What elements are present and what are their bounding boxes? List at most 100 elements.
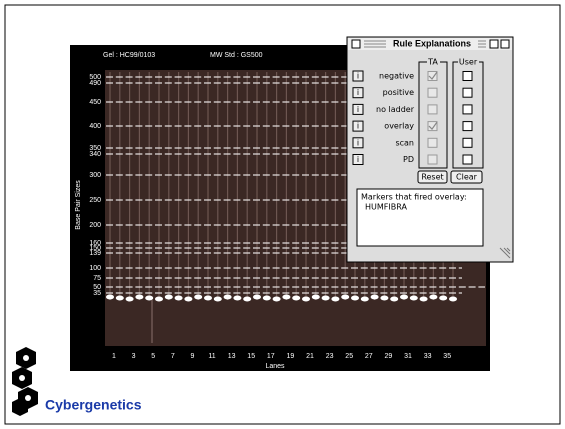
blob xyxy=(370,294,379,300)
blob xyxy=(253,294,261,300)
ta-check xyxy=(428,71,438,80)
info-button[interactable] xyxy=(352,154,364,165)
mw-std: MW Std : GS500 xyxy=(210,52,263,59)
y-label: 200 xyxy=(89,222,101,229)
user-checkbox[interactable] xyxy=(462,87,473,98)
blob xyxy=(135,294,144,300)
x-label: 1 xyxy=(112,353,116,360)
rule-label: no ladder xyxy=(376,105,415,114)
ta-checkbox xyxy=(427,87,438,98)
y-label: 340 xyxy=(89,151,101,158)
info-button[interactable] xyxy=(352,87,364,99)
blob xyxy=(429,294,438,300)
blob xyxy=(115,295,124,301)
info-label: i xyxy=(357,122,359,131)
info-button[interactable] xyxy=(352,137,364,149)
message-line: Markers that fired overlay: xyxy=(361,193,467,202)
blob xyxy=(439,295,448,301)
blob xyxy=(106,294,114,300)
blob xyxy=(204,295,212,301)
blob xyxy=(194,294,203,300)
x-label: 33 xyxy=(424,353,432,360)
y-label: 50 xyxy=(93,284,101,291)
x-label: 23 xyxy=(326,353,334,360)
x-label: 5 xyxy=(151,353,155,360)
blob xyxy=(145,295,154,301)
blob xyxy=(174,295,183,301)
info-label: i xyxy=(357,138,359,147)
blob xyxy=(262,295,271,301)
zoom-box[interactable] xyxy=(489,39,499,49)
collapse-box[interactable] xyxy=(500,39,510,49)
message-line: HUMFIBRA xyxy=(365,203,407,212)
blob xyxy=(184,296,193,302)
y-label: 75 xyxy=(93,275,101,282)
user-checkbox[interactable] xyxy=(462,121,473,132)
y-label: 150 xyxy=(89,245,101,252)
rule-label: PD xyxy=(403,155,414,164)
rule-label: scan xyxy=(395,138,414,147)
x-label: 35 xyxy=(443,353,451,360)
blob xyxy=(243,296,252,302)
reset-label: Reset xyxy=(421,173,443,182)
blob xyxy=(400,294,408,300)
gel-label: Gel : HC99/0103 xyxy=(103,52,155,59)
user-checkbox[interactable] xyxy=(462,154,473,165)
clear-button[interactable] xyxy=(450,170,483,184)
blob xyxy=(331,296,340,302)
blob xyxy=(233,295,242,301)
x-label: 3 xyxy=(132,353,136,360)
grow-box[interactable] xyxy=(499,247,511,259)
y-label: 250 xyxy=(89,197,101,204)
y-label: 350 xyxy=(89,145,101,152)
dialog: Rule Explanations TA User Reset Clear i n… xyxy=(346,36,514,263)
x-label: 11 xyxy=(208,353,215,360)
blob xyxy=(292,295,301,301)
blob xyxy=(213,296,222,302)
y-label: 450 xyxy=(89,99,101,106)
blob xyxy=(419,296,428,302)
blob xyxy=(449,296,457,302)
y-label: 300 xyxy=(89,172,101,179)
y-axis-title: Base Pair Sizes xyxy=(75,180,82,230)
x-label: 25 xyxy=(345,353,353,360)
close-box[interactable] xyxy=(351,39,361,49)
y-label: 139 xyxy=(89,250,101,257)
blob xyxy=(321,295,330,301)
x-label: 9 xyxy=(190,353,194,360)
user-checkbox[interactable] xyxy=(462,137,473,148)
blob xyxy=(351,295,359,301)
y-label: 160 xyxy=(89,240,101,247)
rule-label: overlay xyxy=(384,122,414,131)
blob xyxy=(223,294,232,300)
brand: Cybergenetics xyxy=(45,397,142,413)
ta-checkbox xyxy=(427,71,438,81)
blob xyxy=(302,296,310,302)
x-label: 15 xyxy=(247,353,255,360)
rule-label: negative xyxy=(379,72,414,81)
x-label: 17 xyxy=(267,353,275,360)
ta-checkbox xyxy=(427,121,438,132)
info-label: i xyxy=(357,105,359,114)
x-axis-title: Lanes xyxy=(265,363,285,370)
blob xyxy=(409,295,418,301)
y-label: 400 xyxy=(89,123,101,130)
x-label: 31 xyxy=(404,353,412,360)
info-button[interactable] xyxy=(352,103,364,115)
info-button[interactable] xyxy=(352,70,364,82)
y-label: 490 xyxy=(89,80,101,87)
user-checkbox[interactable] xyxy=(462,71,473,81)
user-checkbox[interactable] xyxy=(462,104,473,115)
clear-label: Clear xyxy=(456,173,478,182)
x-label: 29 xyxy=(385,353,393,360)
info-label: i xyxy=(357,155,359,164)
reset-button[interactable] xyxy=(417,170,448,184)
blob xyxy=(282,294,291,300)
x-label: 27 xyxy=(365,353,373,360)
ta-checkbox xyxy=(427,137,438,148)
info-button[interactable] xyxy=(352,120,364,132)
blob xyxy=(311,294,320,300)
ta-check xyxy=(428,121,438,131)
y-label: 35 xyxy=(93,290,101,297)
user-header: User xyxy=(459,58,478,67)
